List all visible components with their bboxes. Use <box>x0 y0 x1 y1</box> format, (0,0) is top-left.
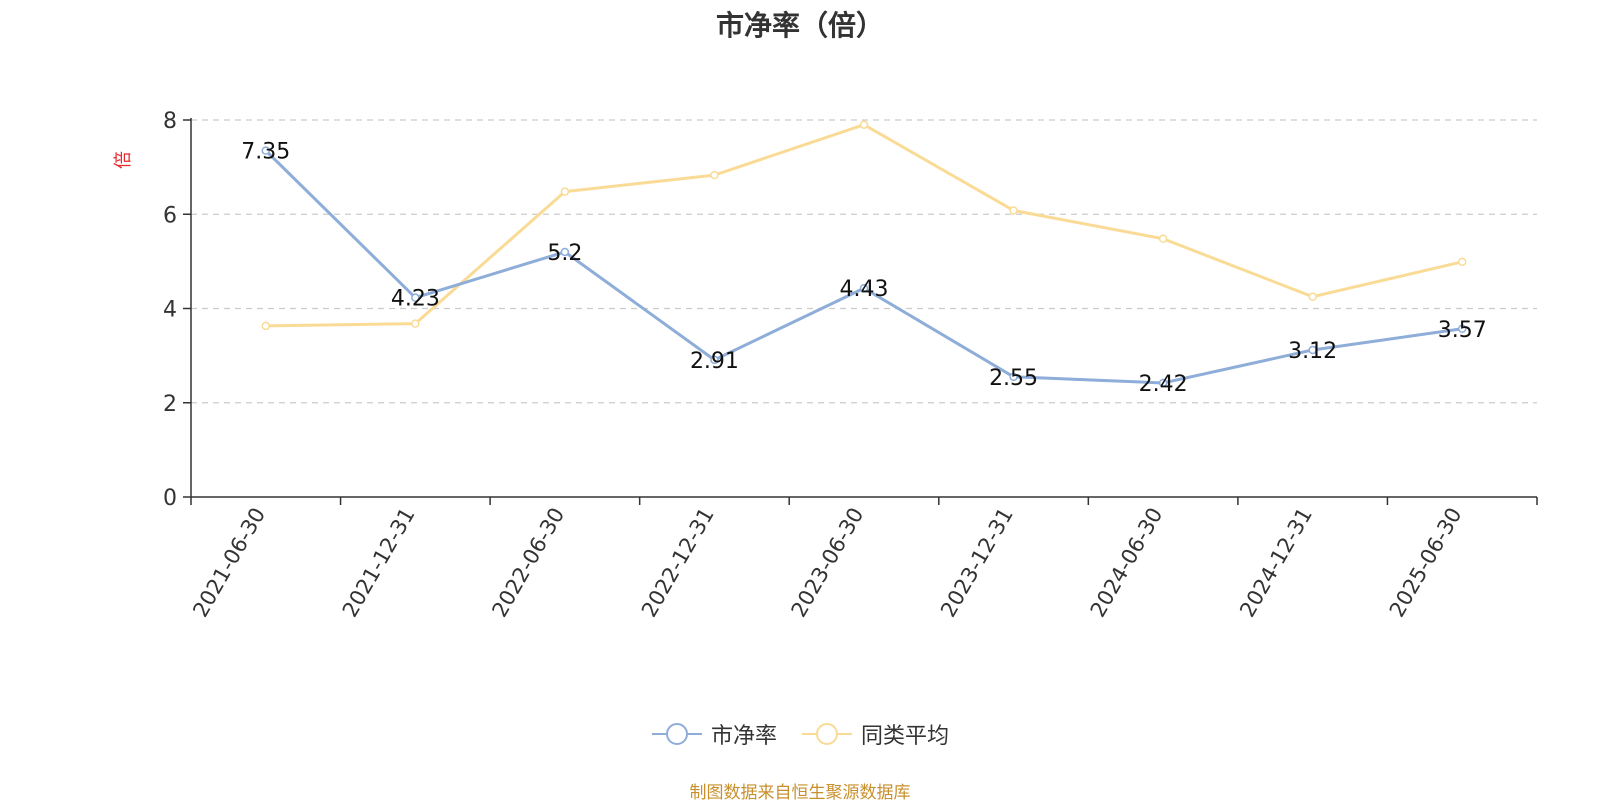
data-label: 2.91 <box>690 349 739 374</box>
series-point-0 <box>261 146 271 155</box>
legend-marker-pb <box>651 723 702 745</box>
series-point-0 <box>710 355 719 365</box>
grid-lines <box>191 119 1537 404</box>
y-tick-label: 8 <box>163 109 177 134</box>
series-point-1 <box>261 321 271 331</box>
x-tick-label: 2025-06-30 <box>1385 504 1467 622</box>
legend-marker-peer-average <box>802 723 852 745</box>
series-point-1 <box>859 120 869 129</box>
y-tick-label: 2 <box>163 392 177 417</box>
x-tick-label: 2022-06-30 <box>487 504 569 622</box>
x-tick-label: 2021-12-31 <box>338 504 420 622</box>
x-tick-label: 2022-12-31 <box>637 504 719 622</box>
legend-label-pb: 市净率 <box>710 724 777 749</box>
data-label: 3.12 <box>1288 339 1337 364</box>
series-point-1 <box>560 187 570 196</box>
data-label: 7.35 <box>241 140 290 165</box>
series-point-1 <box>1308 292 1317 301</box>
series-point-0 <box>411 293 420 302</box>
series-point-1 <box>411 319 420 328</box>
source-note: 制图数据来自恒生聚源数据库 <box>689 783 911 803</box>
legend-item-pb[interactable]: 市净率 <box>651 718 777 750</box>
x-tick-label: 2023-06-30 <box>787 504 869 622</box>
y-tick-label: 4 <box>163 298 177 323</box>
legend-label-peer-average: 同类平均 <box>861 724 950 749</box>
legend: 市净率 同类平均 <box>0 718 1600 750</box>
data-label: 3.57 <box>1438 318 1487 343</box>
x-tick-label: 2024-12-31 <box>1235 504 1317 622</box>
series-line-0 <box>264 149 1463 385</box>
series-point-0 <box>1457 324 1467 334</box>
series-point-1 <box>710 170 719 180</box>
x-tick-label: 2023-12-31 <box>936 504 1018 622</box>
series-point-0 <box>1158 378 1168 388</box>
series <box>261 120 1467 388</box>
data-label: 5.2 <box>547 241 582 266</box>
series-point-0 <box>1308 345 1317 355</box>
y-tick-label: 6 <box>163 203 177 228</box>
y-tick-label: 0 <box>163 486 177 511</box>
series-point-0 <box>859 283 869 293</box>
data-label: 4.23 <box>391 287 440 312</box>
series-point-1 <box>1457 257 1467 267</box>
series-point-1 <box>1158 234 1168 244</box>
y-axis-label: 倍 <box>113 151 134 169</box>
data-label: 2.55 <box>989 366 1038 391</box>
chart-title: 市净率（倍） <box>715 9 884 42</box>
x-tick-label: 2024-06-30 <box>1086 504 1168 622</box>
series-point-0 <box>1009 372 1018 382</box>
legend-item-peer-average[interactable]: 同类平均 <box>801 718 949 750</box>
data-labels: 7.35 4.23 5.2 2.91 4.43 2.55 2.42 3.12 3.57 <box>241 140 1486 397</box>
data-label: 2.42 <box>1139 372 1188 397</box>
data-label: 4.43 <box>840 277 889 302</box>
series-point-0 <box>560 247 570 257</box>
axes: 0 2 4 6 8 2021-06-30 2021-12-31 2022-06-30 2022-… <box>163 109 1538 622</box>
series-point-1 <box>1009 206 1018 215</box>
x-tick-label: 2021-06-30 <box>188 504 270 622</box>
